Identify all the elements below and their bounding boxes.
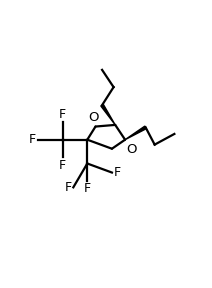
Text: F: F <box>59 108 66 121</box>
Text: F: F <box>114 166 121 179</box>
Text: O: O <box>126 143 136 156</box>
Text: O: O <box>88 111 98 124</box>
Text: F: F <box>65 181 72 194</box>
Text: F: F <box>84 182 91 195</box>
Polygon shape <box>125 126 146 140</box>
Text: F: F <box>29 133 36 146</box>
Polygon shape <box>101 104 115 125</box>
Text: F: F <box>59 159 66 172</box>
